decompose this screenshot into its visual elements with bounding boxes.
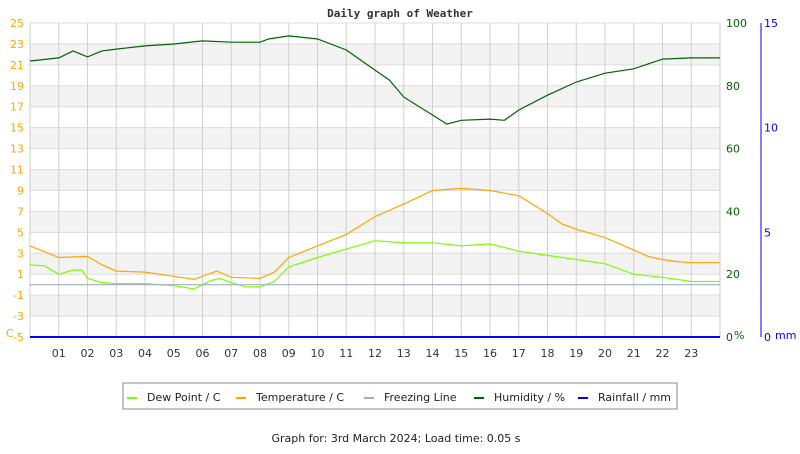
- y-left-tick-label: 17: [10, 101, 24, 114]
- left-axis-unit: C: [6, 327, 14, 340]
- rain-tick-label: 5: [764, 226, 771, 239]
- y-left-tick-label: 9: [17, 184, 24, 197]
- humidity-tick-label: 0: [726, 331, 733, 344]
- y-left-tick-label: -3: [13, 310, 24, 323]
- y-left-tick-label: 7: [17, 205, 24, 218]
- x-tick-label: 01: [52, 347, 66, 360]
- x-tick-label: 17: [512, 347, 526, 360]
- rain-tick-label: 15: [764, 17, 778, 30]
- y-left-tick-label: 25: [10, 17, 24, 30]
- x-tick-label: 07: [224, 347, 238, 360]
- x-tick-label: 08: [253, 347, 267, 360]
- y-left-tick-label: 1: [17, 268, 24, 281]
- series-dew-point-c: [29, 240, 720, 290]
- x-tick-label: 15: [454, 347, 468, 360]
- chart-title: Daily graph of Weather: [327, 7, 473, 20]
- x-tick-label: 19: [569, 347, 583, 360]
- y-left-tick-label: 11: [10, 164, 24, 177]
- x-tick-label: 12: [368, 347, 382, 360]
- humidity-tick-label: 80: [726, 80, 740, 93]
- series-humidity: [29, 35, 720, 125]
- y-left-tick-label: 5: [17, 226, 24, 239]
- legend-label: Dew Point / C: [147, 391, 221, 404]
- footer-text: Graph for: 3rd March 2024; Load time: 0.…: [271, 432, 520, 445]
- y-left-tick-label: 15: [10, 122, 24, 135]
- x-tick-label: 09: [282, 347, 296, 360]
- y-left-tick-label: -1: [13, 289, 24, 302]
- series-temperature-c: [29, 187, 720, 281]
- x-tick-label: 05: [167, 347, 181, 360]
- x-tick-label: 02: [81, 347, 95, 360]
- legend-label: Humidity / %: [494, 391, 565, 404]
- y-left-tick-label: -5: [13, 331, 24, 344]
- x-tick-label: 14: [426, 347, 440, 360]
- humidity-tick-label: 40: [726, 205, 740, 218]
- x-tick-label: 06: [196, 347, 210, 360]
- legend-box: [122, 382, 678, 410]
- rain-tick-label: 10: [764, 122, 778, 135]
- x-tick-label: 04: [138, 347, 152, 360]
- y-left-tick-label: 19: [10, 80, 24, 93]
- legend-label: Freezing Line: [384, 391, 457, 404]
- x-tick-label: 22: [656, 347, 670, 360]
- x-tick-label: 11: [339, 347, 353, 360]
- x-tick-label: 16: [483, 347, 497, 360]
- rain-tick-label: 0: [764, 331, 771, 344]
- rain-axis-unit: mm: [775, 329, 796, 342]
- humidity-tick-label: 100: [726, 17, 747, 30]
- humidity-tick-label: 60: [726, 143, 740, 156]
- y-left-tick-label: 13: [10, 143, 24, 156]
- x-tick-label: 18: [541, 347, 555, 360]
- x-tick-label: 23: [684, 347, 698, 360]
- x-tick-label: 20: [598, 347, 612, 360]
- legend-label: Rainfall / mm: [598, 391, 671, 404]
- y-left-tick-label: 23: [10, 38, 24, 51]
- x-tick-label: 03: [109, 347, 123, 360]
- legend: Dew Point / C Temperature / C Freezing Lin…: [122, 382, 678, 410]
- x-tick-label: 13: [397, 347, 411, 360]
- humidity-axis-unit: %: [734, 329, 744, 342]
- humidity-tick-label: 20: [726, 268, 740, 281]
- x-tick-label: 21: [627, 347, 641, 360]
- legend-label: Temperature / C: [255, 391, 344, 404]
- y-left-tick-label: 3: [17, 247, 24, 260]
- x-tick-label: 10: [311, 347, 325, 360]
- y-left-tick-label: 21: [10, 59, 24, 72]
